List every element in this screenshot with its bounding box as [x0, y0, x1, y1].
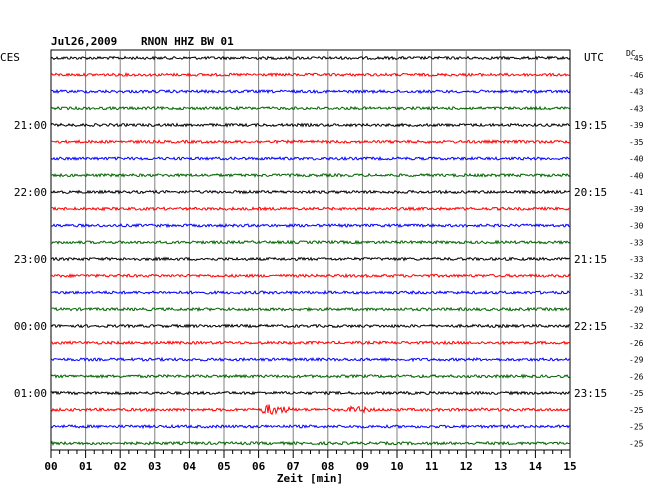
right-time-label: 20:15 — [574, 186, 607, 199]
left-timezone-label: CES — [0, 51, 20, 64]
right-time-label: 19:15 — [574, 119, 607, 132]
dc-offset-label: -39 — [629, 121, 644, 130]
x-axis-title: Zeit [min] — [277, 472, 343, 485]
trace-row-3 — [50, 105, 571, 111]
x-tick-label: 14 — [529, 460, 543, 473]
dc-offset-label: -32 — [629, 322, 644, 331]
x-tick-label: 05 — [217, 460, 230, 473]
dc-offset-label: -41 — [629, 188, 644, 197]
x-tick-label: 02 — [114, 460, 127, 473]
dc-offset-label: -30 — [629, 222, 644, 231]
x-tick-label: 12 — [460, 460, 473, 473]
trace-row-12 — [50, 256, 571, 262]
dc-offset-label: -26 — [629, 339, 644, 348]
x-axis: 00 01 02 03 04 05 06 07 08 09 10 11 12 13 14 15 — [44, 450, 577, 473]
traces — [50, 55, 571, 447]
trace-row-2 — [50, 88, 571, 95]
trace-row-18 — [50, 356, 571, 363]
trace-row-7 — [50, 172, 571, 178]
x-tick-label: 10 — [390, 460, 403, 473]
trace-row-14 — [50, 289, 571, 296]
dc-offset-label: -31 — [629, 289, 644, 298]
dc-offset-label: -46 — [629, 71, 644, 80]
x-tick-label: 15 — [563, 460, 576, 473]
dc-offset-label: -39 — [629, 205, 644, 214]
left-time-labels: 21:00 22:00 23:00 00:00 01:00 — [14, 119, 47, 400]
left-time-label: 01:00 — [14, 387, 47, 400]
right-timezone-label: UTC — [584, 51, 604, 64]
trace-row-6 — [50, 155, 571, 162]
dc-offset-label: -43 — [629, 88, 644, 97]
dc-offset-label: -40 — [629, 155, 644, 164]
x-tick-label: 08 — [321, 460, 334, 473]
x-tick-label: 07 — [287, 460, 300, 473]
right-time-label: 23:15 — [574, 387, 607, 400]
right-time-labels: 19:15 20:15 21:15 22:15 23:15 — [574, 119, 607, 400]
x-tick-label: 00 — [44, 460, 57, 473]
grid — [50, 49, 571, 451]
dc-offset-label: -35 — [629, 138, 644, 147]
trace-row-17 — [50, 340, 571, 346]
trace-row-0 — [50, 55, 571, 61]
trace-row-22 — [50, 423, 571, 430]
x-tick-label: 11 — [425, 460, 439, 473]
left-time-label: 22:00 — [14, 186, 47, 199]
trace-row-11 — [50, 239, 571, 245]
right-time-label: 21:15 — [574, 253, 607, 266]
trace-row-4 — [50, 122, 571, 128]
trace-row-21 — [50, 404, 571, 416]
dc-offset-label: -33 — [629, 255, 644, 264]
x-tick-label: 04 — [183, 460, 197, 473]
dc-offset-label: -45 — [629, 54, 644, 63]
trace-row-16 — [50, 323, 571, 329]
dc-offset-label: -29 — [629, 305, 644, 314]
left-time-label: 00:00 — [14, 320, 47, 333]
left-time-label: 23:00 — [14, 253, 47, 266]
trace-row-19 — [50, 373, 571, 380]
dc-offset-label: -43 — [629, 104, 644, 113]
x-tick-label: 09 — [356, 460, 369, 473]
trace-row-23 — [50, 440, 571, 447]
x-tick-label: 03 — [148, 460, 161, 473]
dc-offset-label: -33 — [629, 238, 644, 247]
x-tick-label: 01 — [79, 460, 93, 473]
header-date: Jul26,2009 — [51, 35, 117, 48]
header-station: RNON HHZ BW 01 — [141, 35, 234, 48]
dc-offset-label: -32 — [629, 272, 644, 281]
trace-row-13 — [50, 273, 571, 279]
trace-row-20 — [50, 390, 571, 396]
right-time-label: 22:15 — [574, 320, 607, 333]
plot-frame — [50, 49, 571, 451]
dc-offset-labels: -45 -46 -43 -43 -39 -35 -40 -40 -41 -39 -30 -33 -33 -… — [629, 54, 644, 448]
left-time-label: 21:00 — [14, 119, 47, 132]
dc-offset-label: -25 — [629, 389, 644, 398]
trace-row-5 — [50, 139, 571, 145]
x-tick-label: 06 — [252, 460, 266, 473]
dc-offset-label: -25 — [629, 406, 644, 415]
dc-offset-label: -25 — [629, 423, 644, 432]
dc-offset-label: -29 — [629, 356, 644, 365]
dc-offset-label: -40 — [629, 171, 644, 180]
trace-row-9 — [50, 206, 571, 212]
dc-offset-label: -25 — [629, 439, 644, 448]
trace-row-15 — [50, 306, 571, 312]
dc-label: DC — [626, 49, 636, 58]
trace-row-1 — [50, 71, 571, 78]
dc-offset-label: -26 — [629, 372, 644, 381]
trace-row-10 — [50, 222, 571, 229]
trace-row-8 — [50, 189, 571, 195]
x-tick-label: 13 — [494, 460, 507, 473]
